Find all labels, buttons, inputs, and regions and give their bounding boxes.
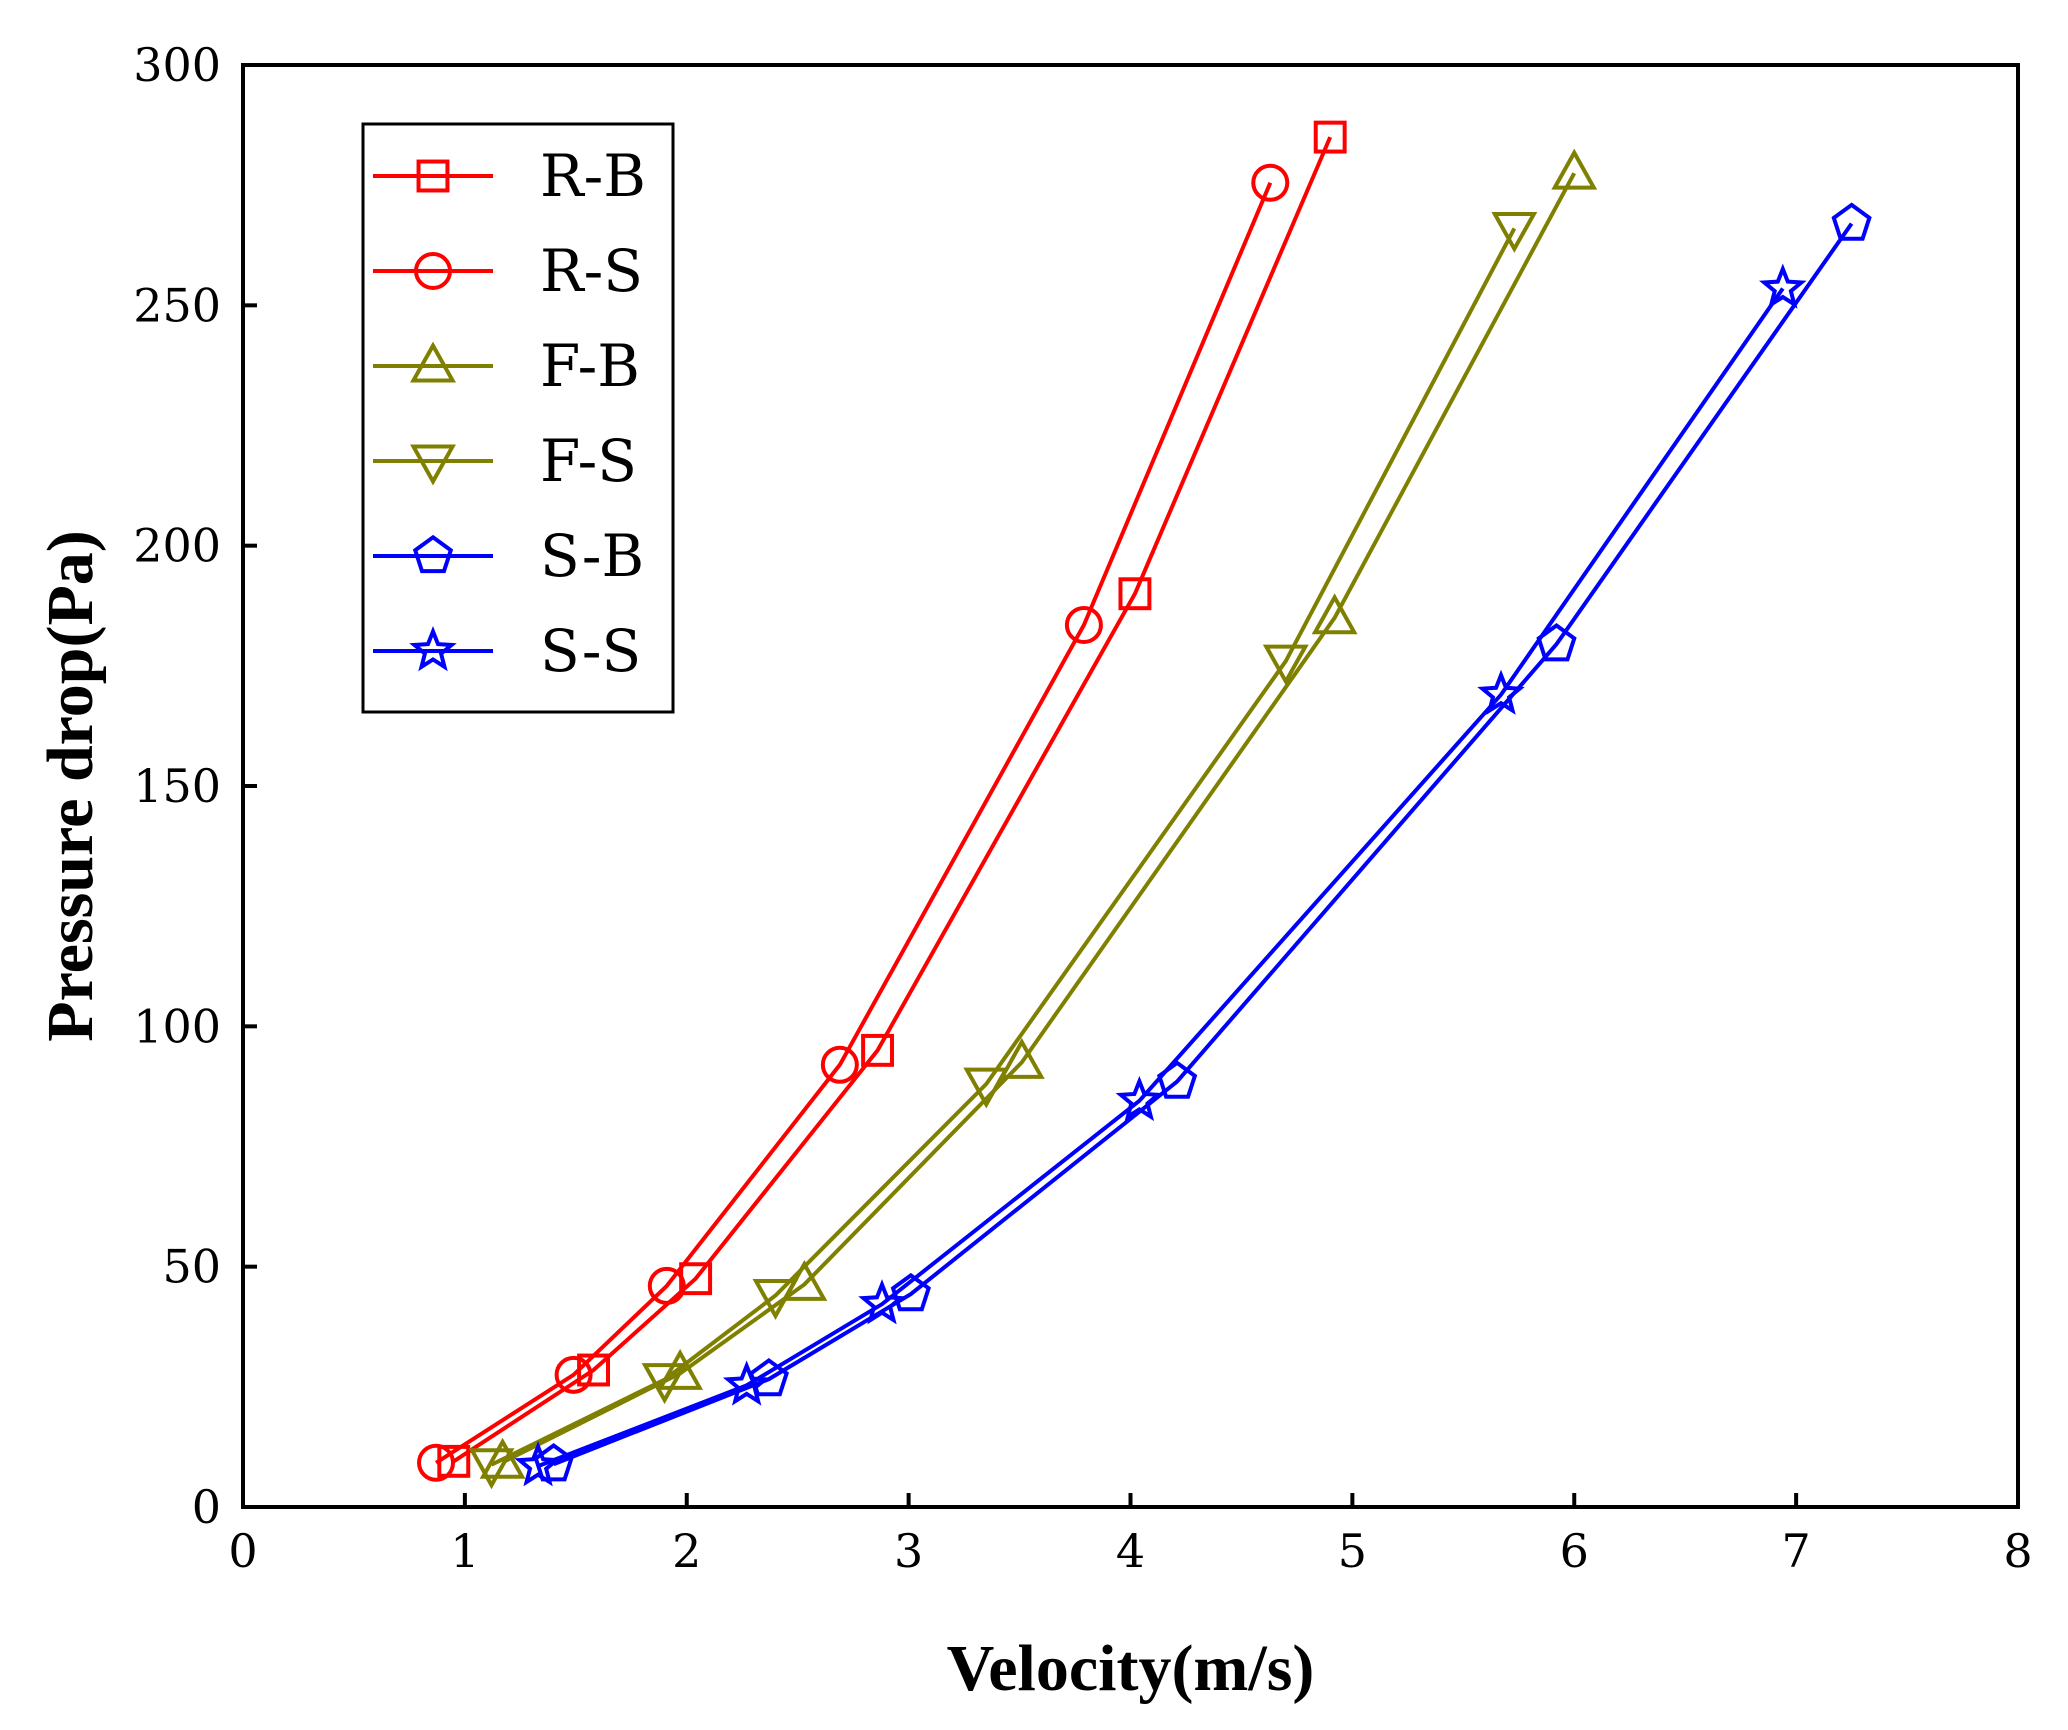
data-point	[858, 1279, 906, 1325]
data-point	[1491, 211, 1538, 253]
y-tick-label: 0	[192, 1480, 221, 1534]
legend-item-r-s: R-S	[373, 237, 643, 305]
x-tick-label: 6	[1560, 1524, 1589, 1578]
data-point	[468, 1448, 515, 1490]
series-line	[452, 136, 1333, 1464]
data-point	[1551, 148, 1598, 190]
legend-marker	[414, 252, 452, 290]
data-point	[1115, 1075, 1164, 1122]
data-point	[1118, 577, 1152, 611]
data-point	[1313, 120, 1347, 154]
x-tick-label: 2	[672, 1524, 701, 1578]
x-tick-label: 5	[1338, 1524, 1367, 1578]
data-point	[1251, 163, 1290, 202]
data-point	[1477, 669, 1525, 715]
data-point	[1064, 605, 1103, 644]
data-point	[748, 1357, 789, 1397]
legend-label: F-S	[540, 427, 637, 495]
y-tick-label: 50	[162, 1240, 221, 1294]
legend-marker	[412, 534, 454, 574]
legend: R-B R-S F-B F-S S-B S-S	[361, 122, 675, 714]
y-tick-label: 200	[133, 519, 221, 573]
x-tick-label: 7	[1781, 1524, 1810, 1578]
data-point	[647, 1266, 686, 1305]
legend-item-s-b: S-B	[373, 522, 644, 590]
data-point	[890, 1272, 931, 1312]
series-line	[537, 287, 1785, 1469]
series-s-b	[533, 202, 1872, 1482]
data-point	[641, 1363, 688, 1405]
legend-item-r-b: R-B	[373, 142, 646, 210]
x-tick-label: 3	[894, 1524, 923, 1578]
legend-box	[361, 122, 675, 714]
legend-item-s-s: S-S	[373, 617, 641, 685]
legend-item-f-b: F-B	[373, 332, 640, 400]
data-point	[1311, 593, 1358, 635]
data-point	[1759, 263, 1807, 309]
x-tick-label: 8	[2003, 1524, 2032, 1578]
series-line	[434, 181, 1273, 1465]
y-tick-label: 300	[133, 38, 221, 92]
x-tick-label: 0	[228, 1524, 257, 1578]
marks-layer	[417, 120, 1872, 1490]
series-s-s	[514, 263, 1807, 1487]
data-point	[1831, 202, 1872, 241]
data-point	[554, 1355, 593, 1394]
series-line	[552, 222, 1854, 1467]
legend-label: R-B	[540, 142, 646, 210]
data-point	[998, 1037, 1045, 1079]
y-tick-label: 150	[133, 759, 221, 813]
x-tick-label: 4	[1116, 1524, 1145, 1578]
data-point	[722, 1360, 771, 1406]
y-axis-title: Pressure drop(Pa)	[34, 530, 107, 1041]
series-f-s	[468, 211, 1538, 1490]
axes-layer: 0 1 2 3 4 5 6 7 8 0 50 100 150 200 250 300	[133, 38, 2032, 1578]
data-point	[1262, 644, 1309, 686]
data-point	[752, 1279, 799, 1320]
data-point	[820, 1045, 859, 1084]
legend-marker	[410, 341, 456, 383]
x-axis-title: Velocity(m/s)	[947, 1632, 1315, 1705]
legend-label: S-S	[540, 617, 641, 685]
legend-label: R-S	[540, 237, 643, 305]
legend-marker	[409, 625, 457, 672]
legend-label: S-B	[540, 522, 644, 590]
legend-label: F-B	[540, 332, 640, 400]
y-tick-label: 100	[133, 999, 221, 1053]
series-line	[490, 227, 1517, 1467]
legend-marker	[416, 159, 450, 193]
data-point	[417, 1443, 456, 1482]
legend-item-f-s: F-S	[373, 427, 637, 495]
data-point	[514, 1441, 562, 1487]
x-tick-label: 1	[450, 1524, 479, 1578]
data-point	[479, 1437, 526, 1479]
data-point	[657, 1348, 704, 1390]
legend-marker	[410, 444, 456, 486]
series-r-s	[417, 163, 1290, 1482]
data-point	[963, 1067, 1010, 1109]
y-tick-label: 250	[133, 278, 221, 332]
data-point	[861, 1033, 895, 1067]
